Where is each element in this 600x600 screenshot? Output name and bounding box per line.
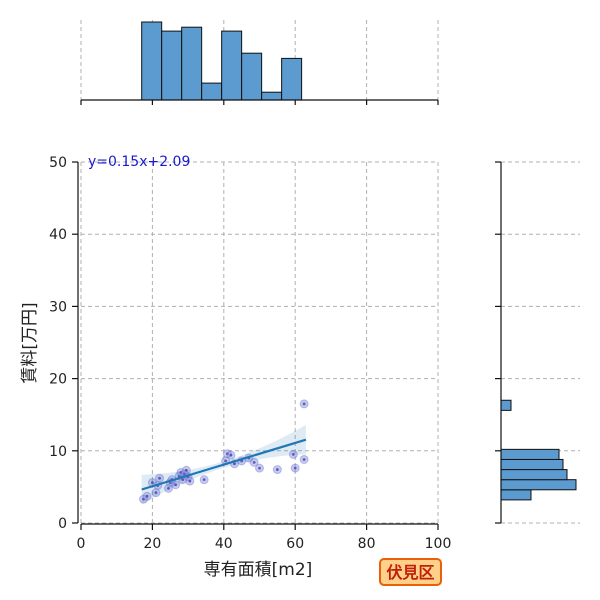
regression-equation: y=0.15x+2.09 — [88, 154, 190, 170]
right-histogram-bar — [500, 479, 577, 491]
y-tick-label: 40 — [49, 227, 67, 243]
right-histogram — [500, 399, 577, 501]
data-point-core — [174, 483, 178, 487]
top-histogram-bar — [221, 30, 243, 101]
x-tick-label: 60 — [286, 536, 304, 552]
data-point-core — [151, 481, 154, 484]
top-histogram-bar — [141, 21, 163, 101]
x-tick-label: 20 — [143, 536, 161, 552]
y-tick-label: 10 — [49, 444, 67, 460]
data-point-core — [154, 491, 158, 495]
data-point-core — [167, 486, 170, 490]
data-point-core — [142, 497, 145, 501]
data-point-core — [229, 453, 233, 457]
y-tick-label: 20 — [49, 372, 67, 388]
data-point-core — [252, 460, 256, 464]
region-badge: 伏見区 — [379, 558, 442, 586]
data-point-core — [225, 452, 229, 456]
data-point-core — [275, 468, 279, 471]
data-point-core — [302, 402, 306, 406]
data-point-core — [233, 462, 236, 466]
axes — [72, 99, 502, 530]
top-histogram-bar — [181, 26, 203, 101]
data-point-core — [224, 459, 227, 463]
regression-line — [141, 438, 307, 491]
regression-line-group — [141, 438, 307, 491]
x-axis-title: 専有面積[m2] — [204, 560, 313, 580]
region-badge-label: 伏見区 — [386, 563, 434, 582]
data-point-core — [258, 466, 261, 470]
y-tick-label: 0 — [58, 516, 67, 532]
right-histogram-bar — [500, 469, 568, 481]
data-point-core — [292, 453, 295, 456]
right-histogram-bar — [500, 458, 564, 471]
data-point-core — [202, 478, 206, 482]
y-tick-label: 30 — [49, 299, 67, 315]
data-point-core — [188, 479, 192, 483]
top-histogram-bar — [281, 57, 303, 101]
top-histogram-bar — [241, 52, 263, 101]
top-histogram-bar — [161, 30, 183, 101]
x-tick-labels: 0 20 40 60 80 100 — [77, 536, 452, 552]
y-tick-labels: 0 10 20 30 40 50 — [49, 155, 67, 532]
right-histogram-bar — [500, 448, 560, 460]
y-axis-title: 賃料[万円] — [20, 302, 40, 383]
data-point-core — [183, 472, 186, 476]
data-point-core — [145, 494, 149, 498]
x-tick-label: 40 — [215, 536, 233, 552]
data-point-core — [181, 478, 185, 482]
x-tick-label: 80 — [358, 536, 376, 552]
top-histogram — [141, 21, 303, 101]
right-histogram-bar — [500, 399, 512, 411]
data-point-core — [158, 476, 161, 480]
x-tick-label: 0 — [77, 536, 86, 552]
right-histogram-grid — [501, 161, 580, 524]
right-histogram-bar — [500, 489, 532, 501]
top-histogram-bar — [201, 82, 223, 101]
main-grid — [80, 161, 439, 524]
top-histogram-bar — [261, 91, 283, 101]
data-point-core — [293, 466, 297, 470]
x-tick-label: 100 — [425, 536, 452, 552]
data-point-core — [302, 458, 306, 461]
y-tick-label: 50 — [49, 155, 67, 171]
region-badge-box — [379, 558, 442, 586]
data-point-core — [179, 471, 183, 474]
data-point-core — [184, 468, 188, 472]
